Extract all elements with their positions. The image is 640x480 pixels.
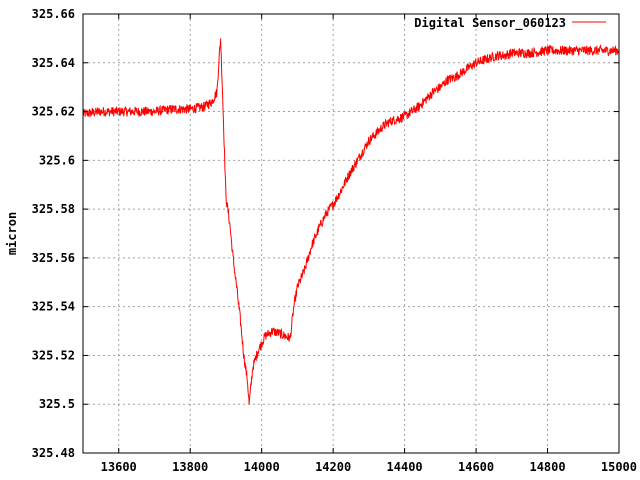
- grid: [83, 14, 619, 453]
- x-tick-label: 14600: [458, 460, 494, 474]
- y-tick-label: 325.62: [32, 105, 75, 119]
- y-tick-label: 325.58: [32, 202, 75, 216]
- series-layer: [82, 38, 620, 405]
- y-tick-labels: 325.48 325.5 325.52 325.54 325.56 325.58 325.6…: [32, 7, 75, 460]
- y-tick-label: 325.54: [32, 300, 75, 314]
- y-tick-label: 325.52: [32, 348, 75, 362]
- x-tick-label: 14400: [387, 460, 423, 474]
- x-tick-label: 14800: [529, 460, 565, 474]
- x-tick-labels: 13600 13800 14000 14200 14400 14600 14800 15000: [101, 460, 637, 474]
- y-axis-label: micron: [5, 212, 19, 255]
- x-tick-label: 15000: [601, 460, 637, 474]
- x-tick-label: 13600: [101, 460, 137, 474]
- y-tick-label: 325.6: [39, 153, 75, 167]
- legend-label: Digital Sensor_060123: [414, 16, 566, 31]
- axis-ticks: [83, 13, 620, 454]
- x-tick-label: 14000: [244, 460, 280, 474]
- y-tick-label: 325.48: [32, 446, 75, 460]
- y-tick-label: 325.5: [39, 397, 75, 411]
- series-line-digital-sensor: [82, 38, 620, 405]
- x-tick-label: 13800: [172, 460, 208, 474]
- legend: Digital Sensor_060123: [414, 16, 606, 31]
- x-tick-label: 14200: [315, 460, 351, 474]
- plot-frame: [82, 13, 620, 454]
- y-tick-label: 325.64: [32, 56, 75, 70]
- y-tick-label: 325.56: [32, 251, 75, 265]
- y-tick-label: 325.66: [32, 7, 75, 21]
